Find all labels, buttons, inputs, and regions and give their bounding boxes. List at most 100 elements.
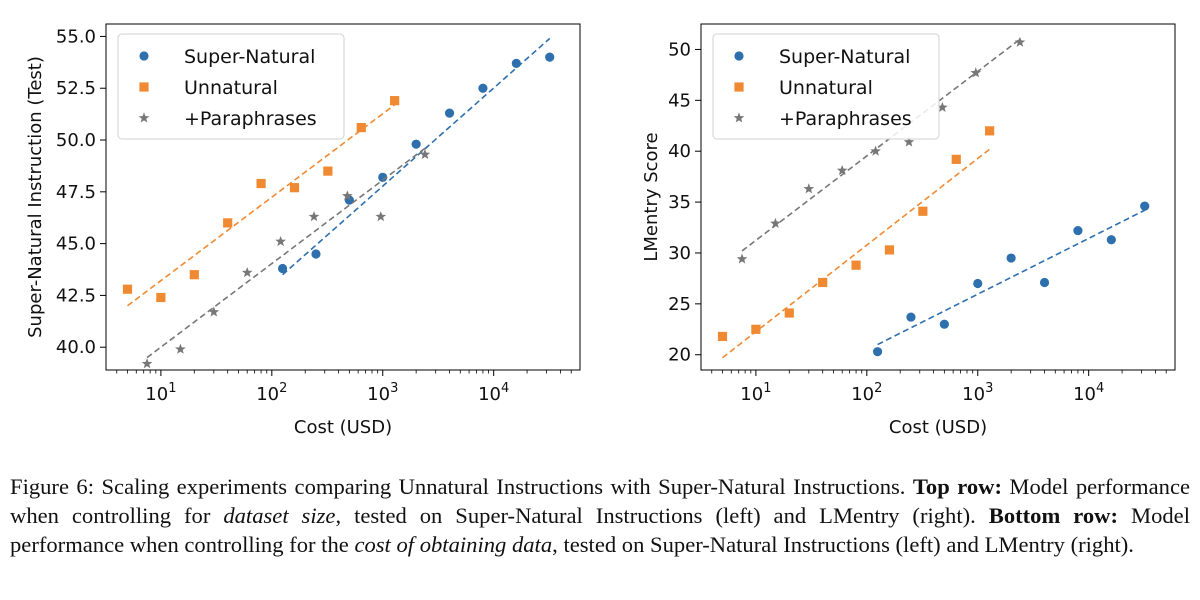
legend-marker-paraphrases — [138, 112, 150, 123]
y-tick-label: 45.0 — [56, 234, 96, 255]
trend-line-super-natural — [877, 209, 1146, 346]
legend-label-paraphrases: +Paraphrases — [779, 108, 912, 130]
series-super-natural — [277, 37, 555, 276]
legend-box — [712, 33, 940, 140]
data-point-paraphrases — [241, 267, 253, 278]
legend: Super-Natural Unnatural +Paraphrases — [712, 33, 940, 140]
trend-line-paraphrases — [741, 38, 1021, 252]
plot-frame — [700, 23, 1176, 371]
y-tick-label: 40.0 — [56, 337, 96, 358]
data-point-super-natural — [1140, 201, 1150, 211]
data-point-unnatural — [985, 126, 995, 136]
caption-label: Figure 6: — [10, 474, 102, 499]
caption-text-2: Model performance when controlling for — [10, 474, 1190, 528]
data-point-super-natural — [511, 58, 521, 68]
data-point-paraphrases — [770, 217, 781, 228]
data-point-unnatural — [323, 166, 333, 176]
chart-lmentry: 101 102 103 104 20 25 30 35 40 45 50 Cost (USD) LMen… — [641, 23, 1176, 438]
legend-label-unnatural: Unnatural — [779, 77, 873, 99]
y-tick-label: 50.0 — [56, 130, 96, 151]
data-point-paraphrases — [836, 164, 848, 176]
y-tick-label: 25 — [668, 294, 691, 315]
data-point-unnatural — [784, 308, 794, 318]
x-tick-label: 104 — [1073, 381, 1104, 405]
legend: Super-Natural Unnatural +Paraphrases — [117, 33, 345, 140]
series-super-natural — [872, 201, 1150, 357]
data-point-unnatural — [851, 260, 861, 270]
chart-super-natural: 101 102 103 104 40.0 42.5 45.0 47.5 50.0 52.5 55.0… — [25, 23, 581, 438]
data-point-super-natural — [311, 249, 321, 259]
data-point-paraphrases — [342, 190, 353, 201]
caption-text-5: , tested on Super-Natural Instructions (… — [552, 532, 1134, 557]
trend-line-unnatural — [127, 104, 396, 307]
legend-label-super-natural: Super-Natural — [779, 46, 910, 68]
data-point-paraphrases — [870, 145, 881, 156]
data-point-super-natural — [906, 312, 916, 322]
data-point-super-natural — [277, 263, 288, 274]
data-point-super-natural — [444, 108, 455, 118]
data-point-paraphrases — [903, 136, 915, 147]
figure-caption: Figure 6: Scaling experiments comparing … — [10, 472, 1190, 559]
y-axis-label: Super-Natural Instruction (Test) — [25, 56, 46, 338]
series-paraphrases — [141, 147, 431, 369]
legend-label-super-natural: Super-Natural — [184, 46, 315, 68]
data-point-paraphrases — [275, 235, 286, 247]
x-tick-label: 101 — [145, 381, 176, 405]
data-point-paraphrases — [970, 67, 982, 78]
data-point-paraphrases — [175, 343, 186, 354]
data-point-unnatural — [223, 218, 233, 228]
y-tick-label: 35 — [668, 192, 691, 213]
caption-text-3: , tested on Super-Natural Instructions (… — [335, 503, 989, 528]
x-tick-label: 101 — [740, 381, 771, 405]
y-tick-label: 55.0 — [56, 26, 96, 47]
legend-label-paraphrases: +Paraphrases — [184, 108, 317, 130]
legend-marker-super-natural — [734, 51, 744, 61]
series-unnatural — [122, 96, 400, 307]
y-tick-label: 20 — [668, 345, 691, 366]
legend-marker-unnatural — [139, 82, 149, 92]
data-point-unnatural — [156, 292, 166, 303]
data-point-super-natural — [1073, 225, 1083, 236]
y-tick-label: 42.5 — [56, 285, 96, 306]
caption-top-row: Top row: — [912, 474, 1002, 499]
data-point-super-natural — [411, 139, 421, 149]
y-tick-label: 45 — [668, 90, 691, 111]
data-point-super-natural — [1106, 235, 1116, 245]
data-point-super-natural — [1039, 277, 1050, 288]
caption-text-1: Scaling experiments comparing Unnatural … — [101, 474, 913, 499]
data-point-paraphrases — [419, 148, 431, 160]
data-point-unnatural — [189, 270, 199, 280]
caption-cost-of-data: cost of obtaining data — [354, 532, 553, 557]
legend-label-unnatural: Unnatural — [184, 77, 278, 99]
data-point-paraphrases — [803, 183, 815, 194]
data-point-unnatural — [918, 206, 928, 216]
x-axis-label: Cost (USD) — [889, 417, 987, 438]
series-paraphrases — [736, 36, 1026, 264]
data-point-unnatural — [356, 122, 366, 133]
plot-frame — [105, 23, 581, 371]
data-point-unnatural — [818, 277, 828, 288]
x-axis-label: Cost (USD) — [294, 417, 392, 438]
data-point-paraphrases — [1014, 36, 1026, 47]
y-tick-label: 47.5 — [56, 182, 96, 203]
data-point-super-natural — [378, 172, 388, 182]
legend-marker-paraphrases — [733, 112, 745, 123]
data-point-super-natural — [939, 319, 949, 329]
data-point-unnatural — [289, 183, 300, 193]
data-point-super-natural — [872, 347, 883, 357]
data-point-unnatural — [256, 178, 266, 189]
data-point-paraphrases — [141, 358, 153, 369]
data-point-super-natural — [478, 83, 488, 93]
legend-marker-super-natural — [139, 51, 149, 61]
trend-line-super-natural — [282, 37, 551, 276]
trend-line-paraphrases — [146, 147, 426, 359]
caption-text-4: Model performance when controlling for t… — [10, 503, 1190, 557]
x-tick-label: 102 — [851, 381, 882, 405]
data-point-super-natural — [1006, 253, 1016, 263]
y-axis-label: LMentry Score — [641, 132, 662, 261]
data-point-unnatural — [951, 154, 961, 164]
legend-box — [117, 33, 345, 140]
caption-dataset-size: dataset size — [223, 503, 336, 528]
data-point-super-natural — [973, 278, 983, 289]
y-tick-label: 52.5 — [56, 78, 96, 99]
